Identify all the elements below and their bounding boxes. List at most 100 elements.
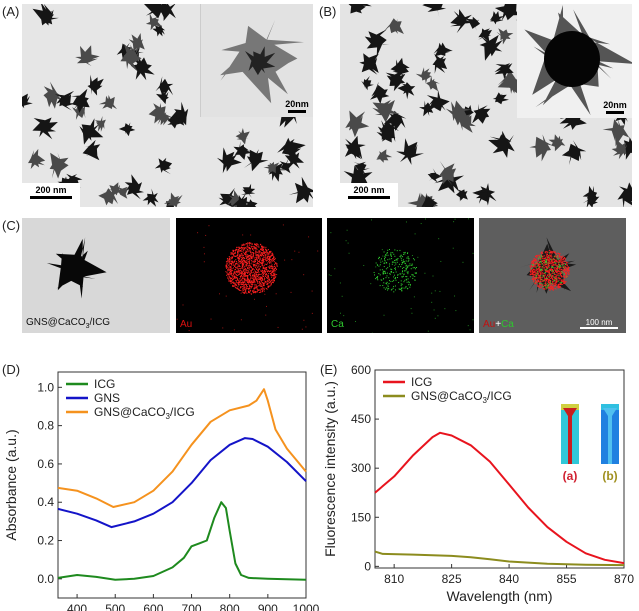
nanostar (438, 160, 457, 186)
nanostar (216, 147, 242, 174)
nanostar (71, 88, 90, 113)
nanostar (233, 141, 252, 160)
nanostar (243, 199, 258, 207)
nanostar (383, 110, 407, 132)
y-tick-label: 0.2 (37, 534, 54, 548)
nanostar-core (544, 31, 600, 87)
fluorescence-chart: 810 825 840 855 870 0 150 300 450 600 Wavelength (… (322, 363, 634, 604)
nanostar (364, 29, 390, 57)
series-line-gns-caco3-icg (57, 388, 307, 508)
nanostar (263, 161, 280, 177)
nanostar-single (46, 237, 107, 299)
nanostar (22, 93, 33, 109)
nanostar (548, 134, 566, 152)
x-tick-label: 600 (143, 602, 163, 611)
eds-map-au: Au (176, 218, 322, 333)
nanostar (390, 57, 410, 77)
nanostar (385, 70, 406, 92)
nanostar (456, 109, 476, 133)
nanostar (475, 190, 491, 204)
legend-label: ICG (411, 375, 432, 389)
tem-image-a: 20nm 200 nm (22, 4, 313, 207)
nanostar (582, 185, 598, 203)
nanostar (376, 125, 396, 143)
nanostar (494, 4, 519, 21)
y-axis-label: Absorbance (a.u.) (3, 429, 19, 540)
plot-frame (374, 369, 625, 569)
nanostar (98, 95, 117, 110)
x-tick-label: 870 (614, 572, 634, 586)
nanostar (49, 152, 69, 179)
tem-label: GNS@CaCO3/ICG (26, 317, 111, 330)
series-line-gns-caco3-icg (374, 550, 625, 567)
scale-bar-inset-b: 20nm (602, 100, 628, 114)
y-tick-label: 600 (351, 363, 371, 377)
panel-label-d: (D) (2, 362, 21, 377)
scale-bar-a: 200 nm (22, 183, 80, 207)
nanostar (148, 103, 166, 125)
nanostar (561, 140, 587, 166)
nanostar (79, 118, 104, 145)
x-axis-label: Wavelength (nm) (446, 588, 552, 604)
legend-label: GNS@CaCO3/ICG (411, 389, 512, 405)
scale-label: 100 nm (585, 318, 613, 327)
nanostar (421, 193, 438, 207)
nanostar (120, 43, 142, 72)
y-tick-label: 300 (351, 461, 371, 475)
absorbance-chart: 400 500 600 700 800 900 1000 0.0 0.2 0.4 0.6 0.8 1.0… (3, 371, 320, 611)
x-tick-label: 810 (384, 572, 404, 586)
nanostar (419, 100, 435, 117)
nanostar (478, 28, 492, 43)
nanostar (87, 74, 104, 96)
nanostar (243, 149, 269, 172)
panel-label-c: (C) (2, 218, 21, 233)
y-tick-label: 150 (351, 510, 371, 524)
merge-ca: Ca (501, 319, 514, 330)
scale-label: 20nm (603, 100, 627, 110)
nanostar (465, 16, 481, 31)
nanostar (145, 13, 163, 31)
series-line-icg (374, 431, 625, 565)
nanostar (345, 110, 370, 138)
x-tick-label: 500 (105, 602, 125, 611)
nanostar (494, 63, 514, 79)
x-tick-label: 800 (220, 602, 240, 611)
scale-bar-b: 200 nm (340, 183, 398, 207)
nanostar (372, 99, 400, 123)
nanostar (118, 122, 136, 137)
merge-au: Au (483, 319, 496, 330)
tem-image-b: 20nm 200 nm (340, 4, 632, 207)
scale-label: 20nm (285, 99, 309, 109)
y-tick-label: 0.8 (37, 419, 54, 433)
merge-label: Au+Ca (483, 319, 514, 330)
nanostar (602, 119, 630, 147)
scale-label: 200 nm (353, 185, 385, 195)
nanostar (426, 75, 440, 92)
nanostar (231, 193, 254, 207)
legend-label: GNS@CaCO3/ICG (94, 405, 195, 421)
nanostar (32, 4, 59, 26)
nanostar (152, 25, 166, 37)
inset-label: (a) (563, 469, 578, 483)
legend-label: GNS (94, 391, 120, 405)
x-tick-label: 700 (182, 602, 202, 611)
scale-bar-c: 100 nm (580, 318, 618, 329)
nanostar (116, 186, 130, 199)
nanostar (479, 34, 503, 61)
inset-label: (b) (602, 469, 617, 483)
vial-inset-b (601, 404, 619, 464)
plot-frame (57, 371, 307, 599)
tem-inset-b: 20nm (517, 4, 632, 118)
nanostar (397, 82, 416, 100)
nanostar (489, 11, 504, 25)
nanostar (167, 115, 181, 129)
y-tick-label: 0.4 (37, 495, 54, 509)
nanostar (620, 137, 632, 160)
legend-label: ICG (94, 377, 115, 391)
nanostar (43, 81, 62, 109)
nanostar (376, 149, 393, 163)
x-tick-label: 900 (258, 602, 278, 611)
nanostar (124, 174, 144, 200)
nanostar (154, 157, 173, 175)
panel-label-a: (A) (2, 4, 20, 19)
